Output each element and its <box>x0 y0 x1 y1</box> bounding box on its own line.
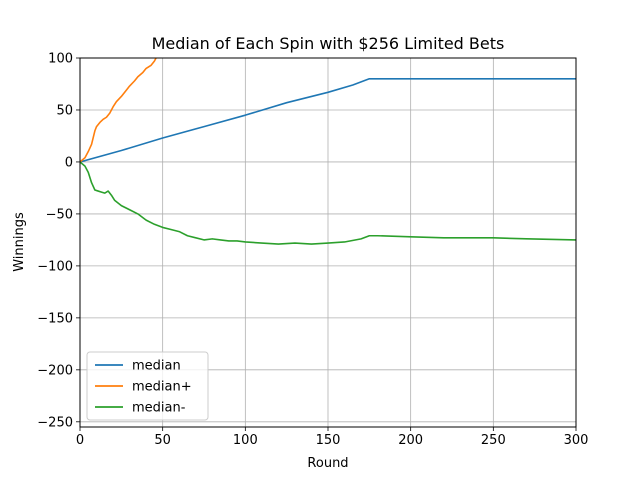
y-tick-label: −100 <box>37 259 73 274</box>
y-tick-label: 0 <box>65 155 73 170</box>
series-line-median <box>80 77 576 163</box>
series-group <box>80 58 576 245</box>
x-tick-label: 100 <box>233 433 258 448</box>
y-axis-label: Winnings <box>12 212 27 272</box>
x-tick-label: 50 <box>154 433 171 448</box>
legend: median median+ median- <box>86 351 209 421</box>
legend-label: median <box>132 359 181 374</box>
x-ticks: 0 50 100 150 200 250 300 <box>76 427 589 448</box>
series-line-medianminus <box>80 161 576 245</box>
legend-label: median+ <box>132 380 192 395</box>
x-axis-label: Round <box>307 456 348 471</box>
chart-title: Median of Each Spin with $256 Limited Be… <box>152 34 505 53</box>
x-tick-label: 200 <box>398 433 423 448</box>
y-tick-label: −50 <box>46 207 73 222</box>
x-tick-label: 150 <box>316 433 341 448</box>
series-line-medianplus <box>80 58 157 163</box>
x-tick-label: 0 <box>76 433 84 448</box>
x-tick-label: 250 <box>481 433 506 448</box>
y-ticks: 100 50 0 −50 −100 −150 −200 −250 <box>37 52 80 430</box>
y-tick-label: 100 <box>48 52 73 67</box>
legend-box <box>86 351 209 421</box>
y-tick-label: 50 <box>56 103 73 118</box>
y-tick-label: −150 <box>37 311 73 326</box>
legend-label: median- <box>132 401 186 416</box>
y-tick-label: −200 <box>37 363 73 378</box>
x-tick-label: 300 <box>564 433 589 448</box>
y-tick-label: −250 <box>37 415 73 430</box>
